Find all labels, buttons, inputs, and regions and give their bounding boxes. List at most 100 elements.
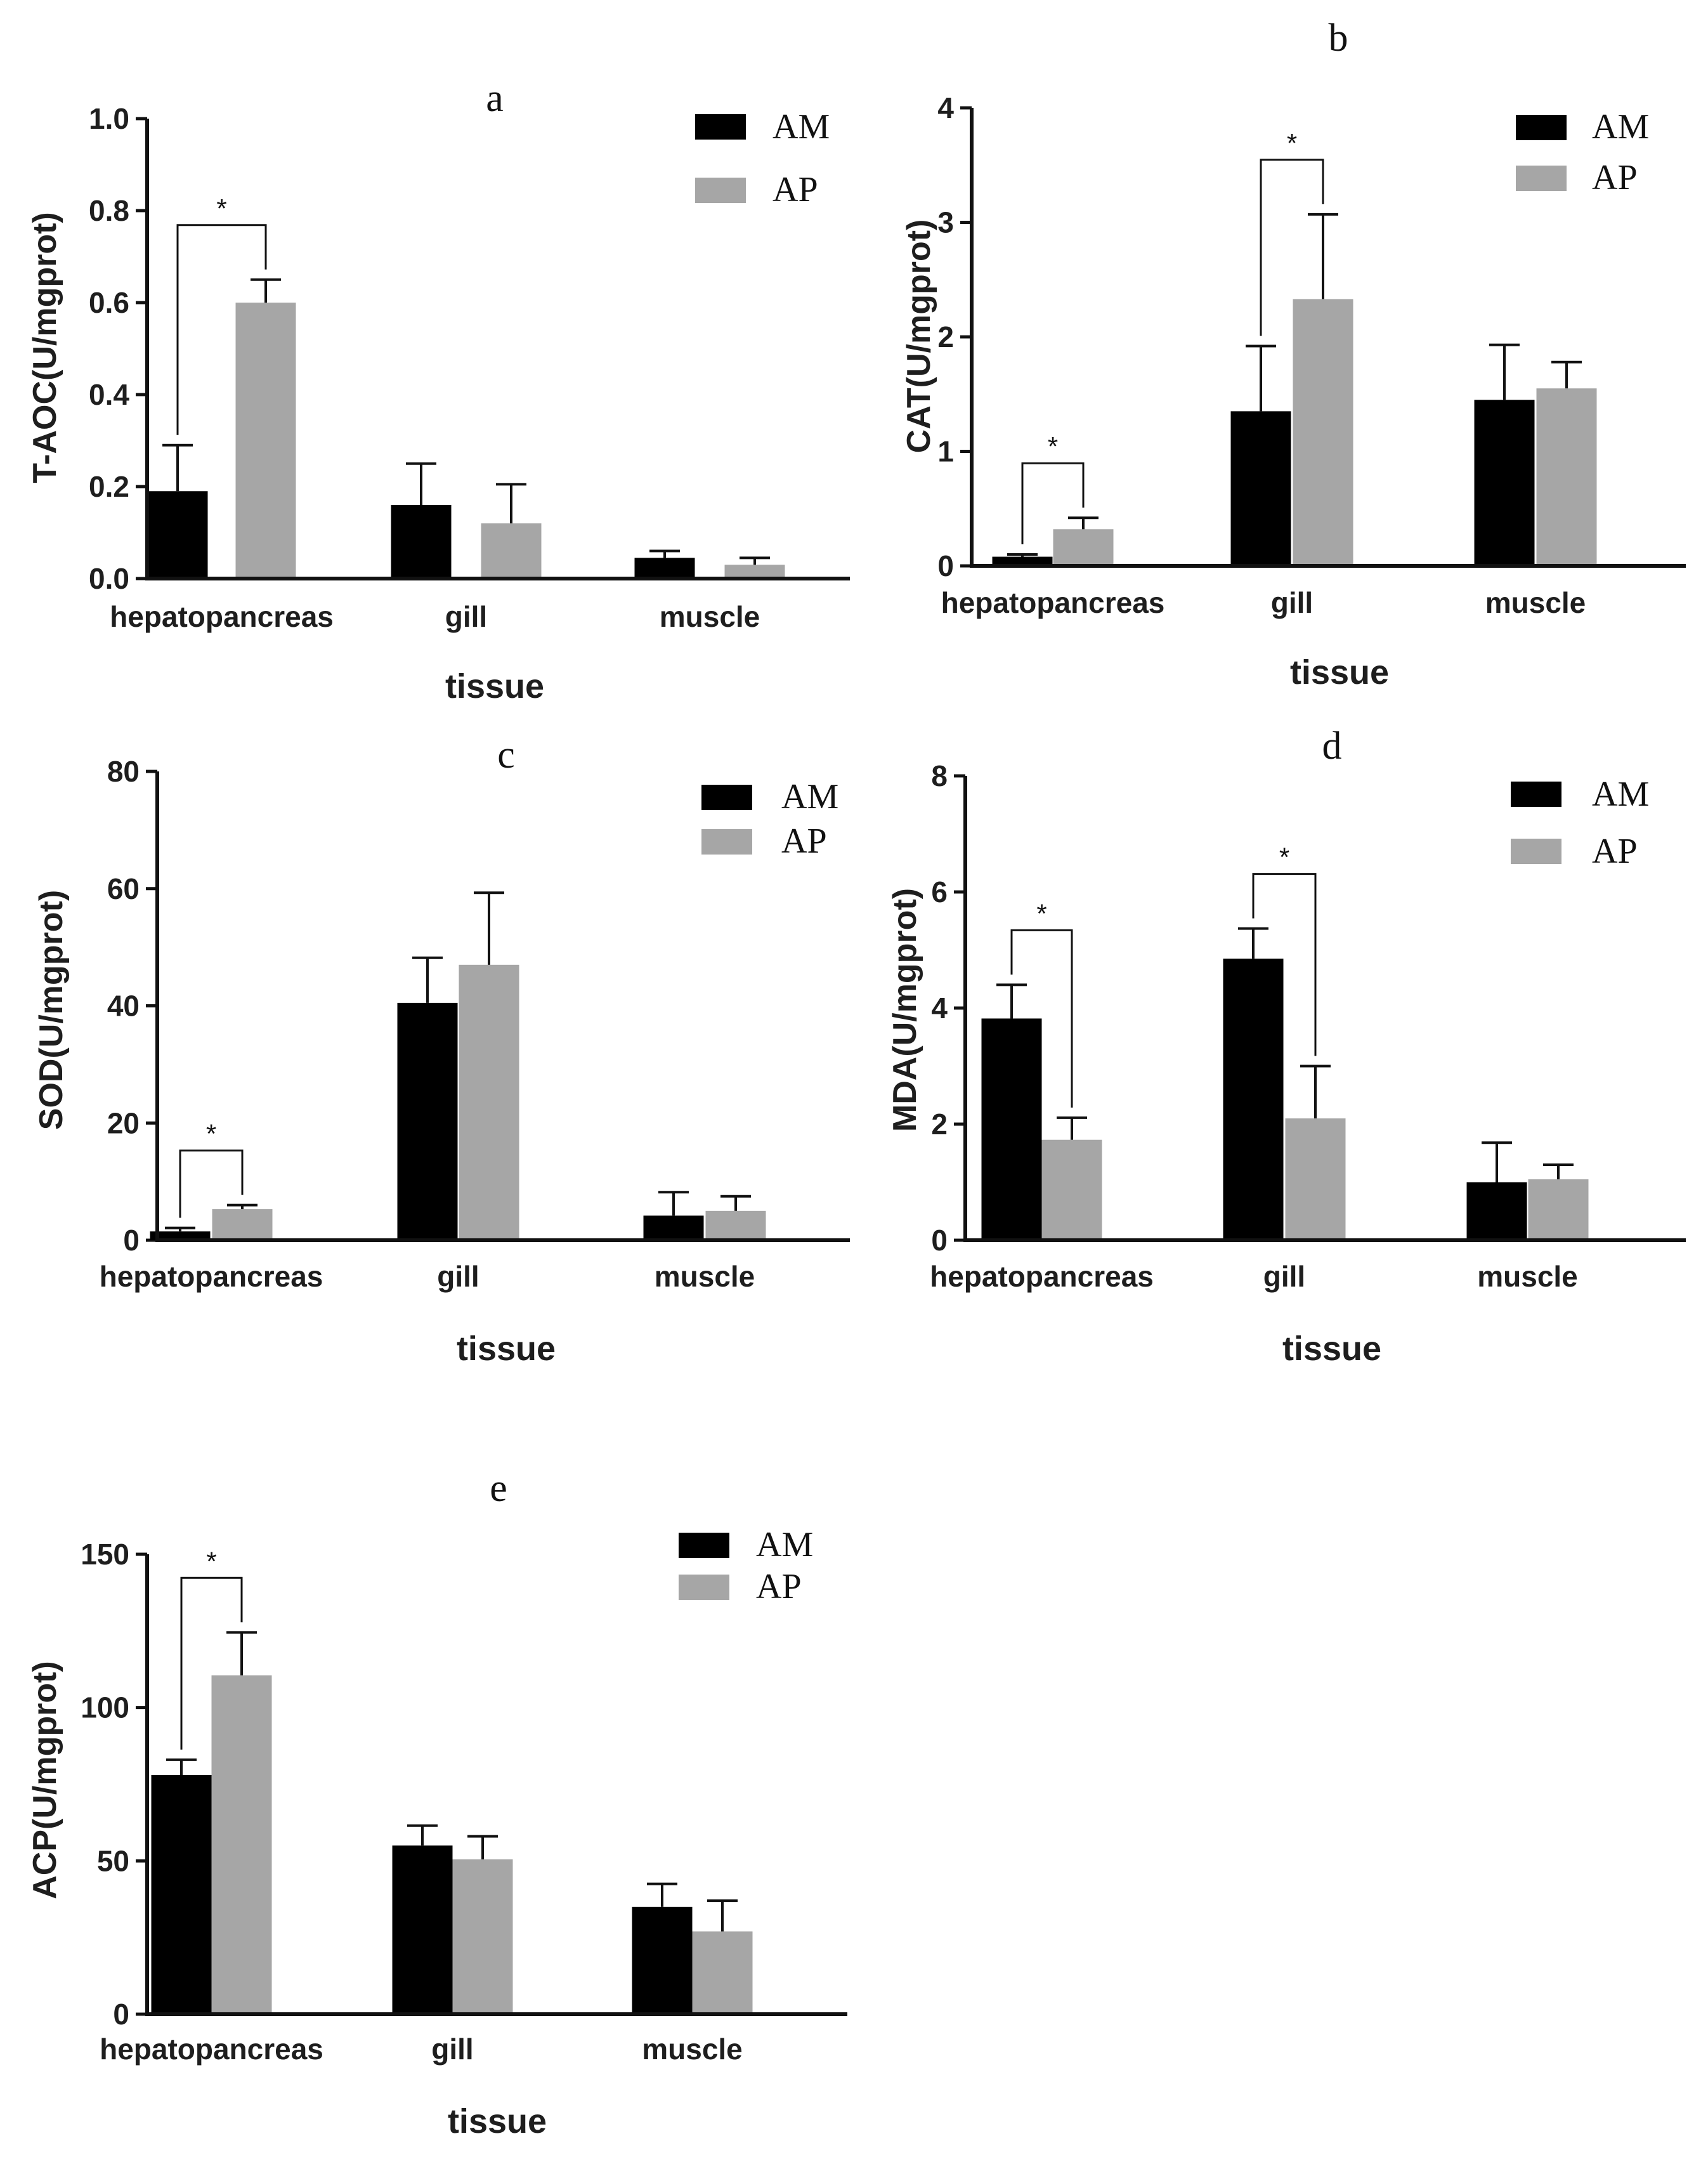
y-tick-label: 2 bbox=[937, 320, 954, 353]
y-tick-label: 1.0 bbox=[89, 102, 129, 135]
bar-am bbox=[1474, 400, 1535, 566]
legend-swatch-am bbox=[1511, 782, 1561, 807]
x-tick-label: gill bbox=[445, 600, 487, 633]
bar-ap bbox=[705, 1210, 766, 1240]
bar-am bbox=[634, 558, 695, 579]
bar-ap bbox=[1293, 299, 1353, 566]
legend-label: AP bbox=[773, 170, 818, 209]
y-tick-label: 0 bbox=[113, 1998, 129, 2031]
y-tick-label: 2 bbox=[931, 1108, 948, 1141]
y-tick-label: 0.4 bbox=[89, 378, 129, 411]
panel-label: d bbox=[1322, 724, 1342, 768]
y-axis-label: SOD(U/mgprot) bbox=[33, 890, 70, 1130]
significance-bracket bbox=[1260, 159, 1324, 336]
bar-am bbox=[632, 1906, 693, 2014]
legend-swatch-am bbox=[701, 785, 752, 810]
bar-chart-d: 0 2 4 6 8 hepatopancreas gill muscle * * bbox=[930, 759, 1686, 1293]
legend: AM AP bbox=[701, 777, 838, 861]
y-tick-label: 0 bbox=[123, 1224, 140, 1257]
bar-ap bbox=[1053, 529, 1114, 566]
x-tick-label: muscle bbox=[1477, 1260, 1578, 1293]
legend-label: AP bbox=[756, 1567, 802, 1606]
bar-am bbox=[147, 491, 208, 579]
significance-marker: * bbox=[206, 1119, 216, 1149]
y-tick-label: 0 bbox=[937, 549, 954, 582]
y-tick-label: 3 bbox=[937, 206, 954, 239]
y-axis-label: ACP(U/mgprot) bbox=[27, 1661, 63, 1899]
x-tick-label: muscle bbox=[1485, 586, 1586, 619]
panel-b: b CAT(U/mgprot) tissue 0 1 2 3 4 hepatopancre… bbox=[901, 16, 1686, 691]
bar-ap bbox=[1536, 388, 1597, 566]
x-tick-label: muscle bbox=[642, 2033, 743, 2066]
x-axis-label: tissue bbox=[448, 2102, 547, 2140]
bar-am bbox=[992, 556, 1053, 566]
legend-swatch-ap bbox=[695, 178, 746, 203]
significance-bracket bbox=[180, 1576, 243, 1750]
x-tick-label: hepatopancreas bbox=[941, 586, 1165, 619]
y-tick-label: 8 bbox=[931, 759, 948, 792]
legend: AM AP bbox=[1516, 107, 1649, 197]
x-tick-label: hepatopancreas bbox=[100, 1260, 323, 1293]
y-tick-label: 4 bbox=[937, 91, 954, 124]
legend-label: AM bbox=[1592, 107, 1649, 147]
bar-am bbox=[981, 1018, 1042, 1240]
x-tick-label: muscle bbox=[660, 600, 760, 633]
legend: AM AP bbox=[1511, 775, 1649, 871]
bar-ap bbox=[211, 1675, 272, 2014]
y-tick-label: 0.8 bbox=[89, 194, 129, 227]
x-tick-label: hepatopancreas bbox=[100, 2033, 323, 2066]
bar-chart-c: 0 20 40 60 80 hepatopancreas gill muscle * bbox=[100, 755, 850, 1293]
panel-label: b bbox=[1329, 16, 1348, 60]
bar-ap bbox=[459, 964, 519, 1240]
y-tick-label: 4 bbox=[931, 992, 948, 1025]
panel-a: a T-AOC(U/mgprot) tissue 0.0 0.2 0.4 0.6 0.8… bbox=[27, 77, 850, 705]
significance-bracket bbox=[1252, 873, 1317, 1056]
significance-marker: * bbox=[206, 1546, 216, 1576]
x-tick-label: gill bbox=[437, 1260, 479, 1293]
legend-label: AM bbox=[773, 107, 830, 147]
bar-chart-b: 0 1 2 3 4 hepatopancreas gill muscle * * bbox=[937, 91, 1686, 619]
x-axis-label: tissue bbox=[1290, 653, 1389, 691]
y-tick-label: 20 bbox=[107, 1106, 140, 1139]
y-tick-label: 50 bbox=[97, 1844, 129, 1877]
legend-swatch-ap bbox=[701, 829, 752, 855]
significance-marker: * bbox=[1048, 431, 1058, 461]
y-tick-label: 80 bbox=[107, 755, 140, 788]
x-tick-label: gill bbox=[431, 2033, 473, 2066]
significance-bracket bbox=[176, 224, 267, 435]
legend: AM AP bbox=[695, 107, 830, 209]
legend-swatch-ap bbox=[679, 1575, 729, 1600]
significance-bracket bbox=[1010, 929, 1073, 1108]
bar-am bbox=[1466, 1182, 1527, 1240]
y-tick-label: 0.6 bbox=[89, 286, 129, 319]
legend-label: AM bbox=[756, 1525, 813, 1564]
x-tick-label: hepatopancreas bbox=[930, 1260, 1154, 1293]
bar-am bbox=[1223, 959, 1284, 1240]
legend-label: AP bbox=[1592, 832, 1638, 871]
significance-marker: * bbox=[216, 193, 226, 223]
y-tick-label: 0.0 bbox=[89, 562, 129, 595]
bar-ap bbox=[692, 1931, 753, 2014]
significance-marker: * bbox=[1287, 128, 1297, 158]
y-tick-label: 100 bbox=[81, 1691, 129, 1724]
significance-bracket bbox=[179, 1150, 244, 1218]
panel-label: e bbox=[490, 1467, 507, 1510]
bar-am bbox=[643, 1215, 704, 1240]
significance-marker: * bbox=[1036, 898, 1046, 928]
panel-label: a bbox=[486, 77, 504, 120]
y-axis-label: MDA(U/mgprot) bbox=[887, 888, 923, 1132]
y-tick-label: 40 bbox=[107, 990, 140, 1023]
legend-swatch-ap bbox=[1511, 839, 1561, 864]
legend: AM AP bbox=[679, 1525, 813, 1606]
y-tick-label: 0 bbox=[931, 1224, 948, 1257]
bar-chart-e: 0 50 100 150 hepatopancreas gill muscle * bbox=[81, 1538, 847, 2066]
x-axis-label: tissue bbox=[457, 1330, 556, 1368]
bar-ap bbox=[452, 1859, 513, 2014]
bar-ap bbox=[724, 565, 785, 579]
legend-label: AM bbox=[781, 777, 838, 816]
bar-am bbox=[392, 1845, 453, 2014]
y-tick-label: 150 bbox=[81, 1538, 129, 1571]
legend-swatch-am bbox=[1516, 115, 1567, 140]
x-tick-label: muscle bbox=[655, 1260, 755, 1293]
